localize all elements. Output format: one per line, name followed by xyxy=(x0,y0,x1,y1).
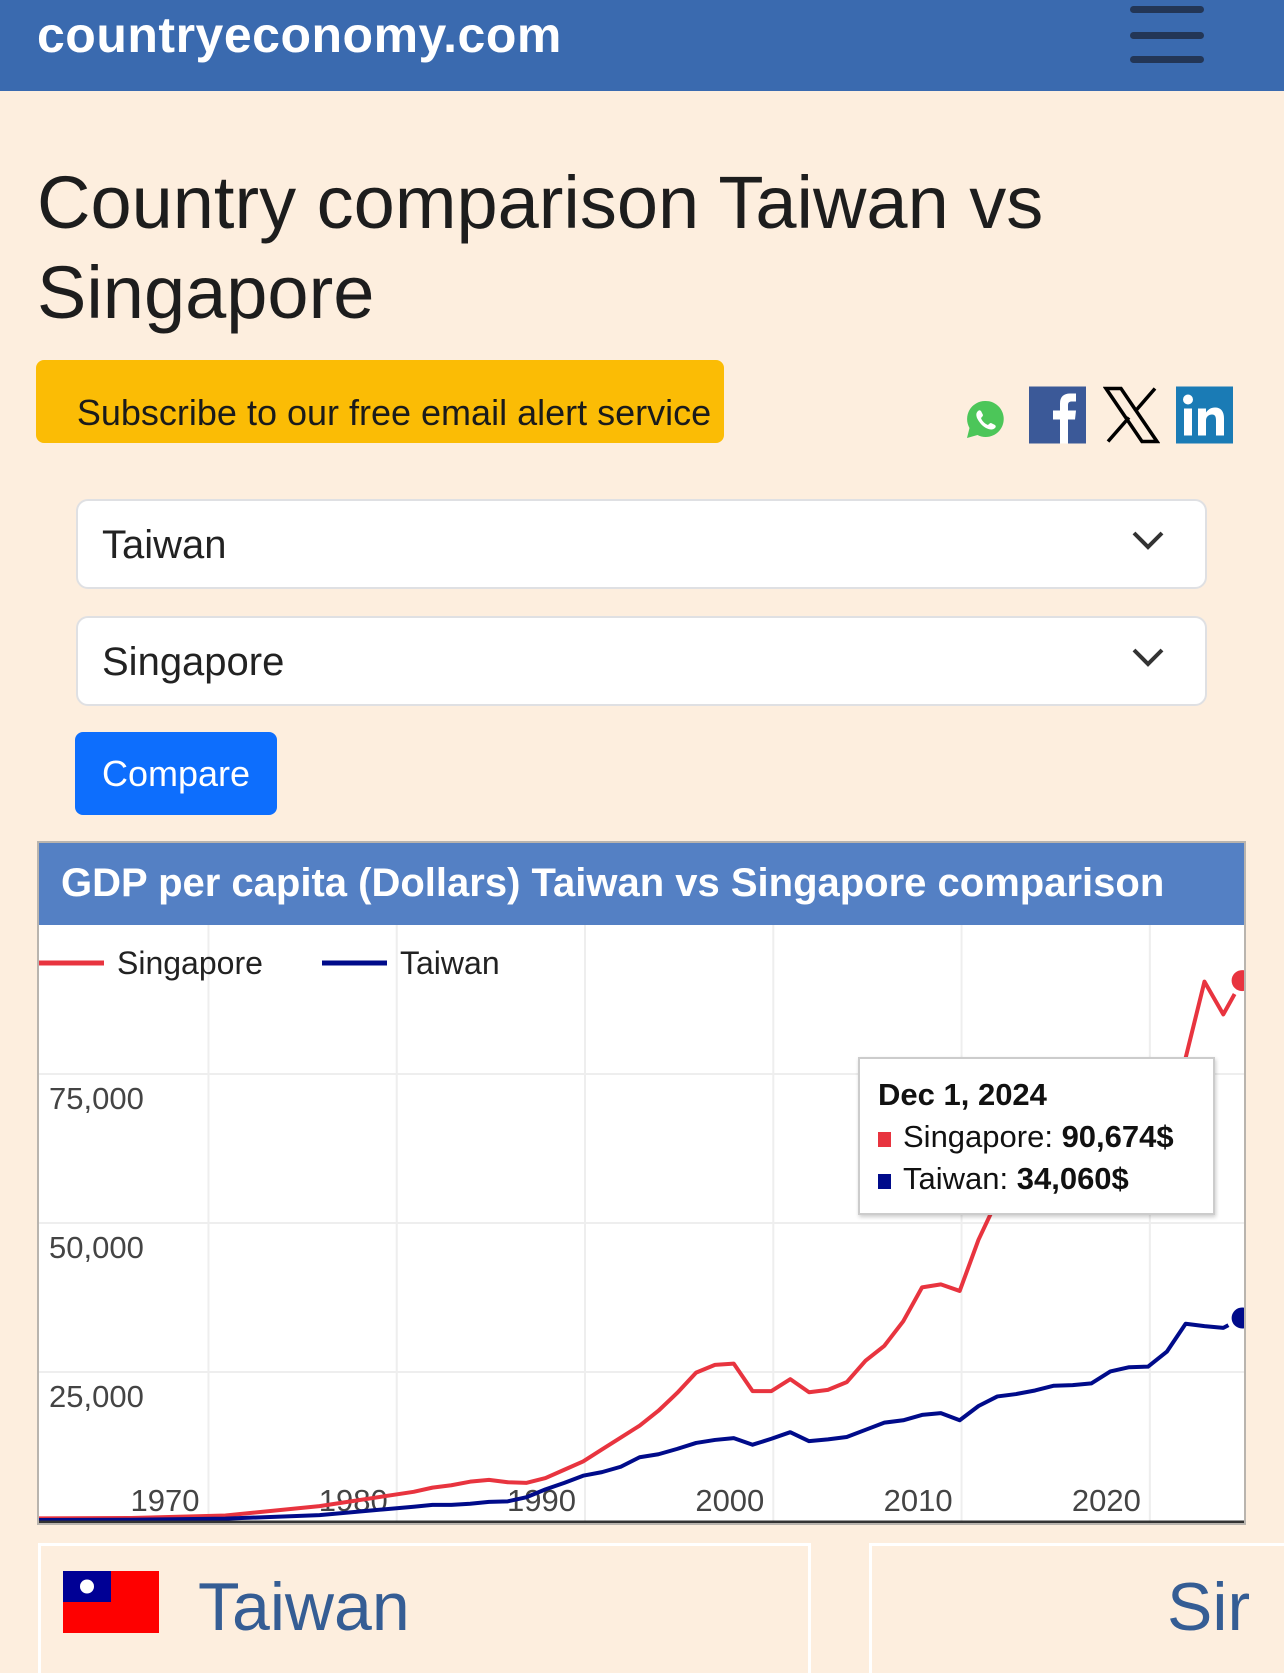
legend-label: Taiwan xyxy=(400,945,500,981)
country1-value: Taiwan xyxy=(102,523,227,567)
site-header: countryeconomy.com xyxy=(0,0,1284,91)
x-tick-label: 1970 xyxy=(130,1483,199,1518)
tooltip-label: Singapore: xyxy=(903,1119,1062,1154)
page-title: Country comparison Taiwan vs Singapore xyxy=(37,161,1044,334)
linkedin-icon[interactable] xyxy=(1176,385,1233,445)
site-logo[interactable]: countryeconomy.com xyxy=(37,7,562,63)
chart-tooltip: Dec 1, 2024 Singapore: 90,674$ Taiwan: 3… xyxy=(858,1057,1215,1215)
gdp-chart: GDP per capita (Dollars) Taiwan vs Singa… xyxy=(37,841,1246,1525)
country1-select[interactable]: Taiwan xyxy=(76,499,1207,589)
country-name: Taiwan xyxy=(198,1569,410,1645)
x-tick-label: 2000 xyxy=(695,1483,764,1518)
hamburger-icon[interactable] xyxy=(1130,6,1204,66)
taiwan-flag xyxy=(63,1571,159,1633)
x-tick-label: 2020 xyxy=(1072,1483,1141,1518)
tooltip-row-singapore: Singapore: 90,674$ xyxy=(878,1119,1213,1155)
x-tick-label: 2010 xyxy=(884,1483,953,1518)
chevron-down-icon xyxy=(1132,531,1164,550)
series-marker-singapore xyxy=(1226,965,1244,997)
country-card-singapore[interactable]: Sir xyxy=(869,1543,1284,1673)
y-tick-label: 75,000 xyxy=(49,1081,144,1116)
legend-label: Singapore xyxy=(117,945,263,981)
compare-button[interactable]: Compare xyxy=(75,732,277,815)
y-tick-label: 50,000 xyxy=(49,1230,144,1265)
facebook-icon[interactable] xyxy=(1029,385,1086,445)
chevron-down-icon xyxy=(1132,648,1164,667)
whatsapp-icon[interactable] xyxy=(964,390,1006,450)
tooltip-value: 90,674$ xyxy=(1061,1119,1174,1154)
tooltip-date: Dec 1, 2024 xyxy=(878,1077,1047,1112)
chart-title: GDP per capita (Dollars) Taiwan vs Singa… xyxy=(39,843,1244,925)
series-marker-taiwan xyxy=(1226,1302,1244,1334)
country2-select[interactable]: Singapore xyxy=(76,616,1207,706)
series-line-taiwan xyxy=(39,1316,1244,1523)
country-name: Sir xyxy=(1167,1569,1251,1645)
tooltip-row-taiwan: Taiwan: 34,060$ xyxy=(878,1161,1213,1197)
tooltip-value: 34,060$ xyxy=(1016,1161,1129,1196)
x-icon[interactable] xyxy=(1103,385,1160,445)
subscribe-button[interactable]: Subscribe to our free email alert servic… xyxy=(36,360,724,443)
y-tick-label: 25,000 xyxy=(49,1379,144,1414)
country-card-taiwan[interactable]: Taiwan xyxy=(38,1543,811,1673)
tooltip-label: Taiwan: xyxy=(903,1161,1017,1196)
country2-value: Singapore xyxy=(102,640,285,684)
